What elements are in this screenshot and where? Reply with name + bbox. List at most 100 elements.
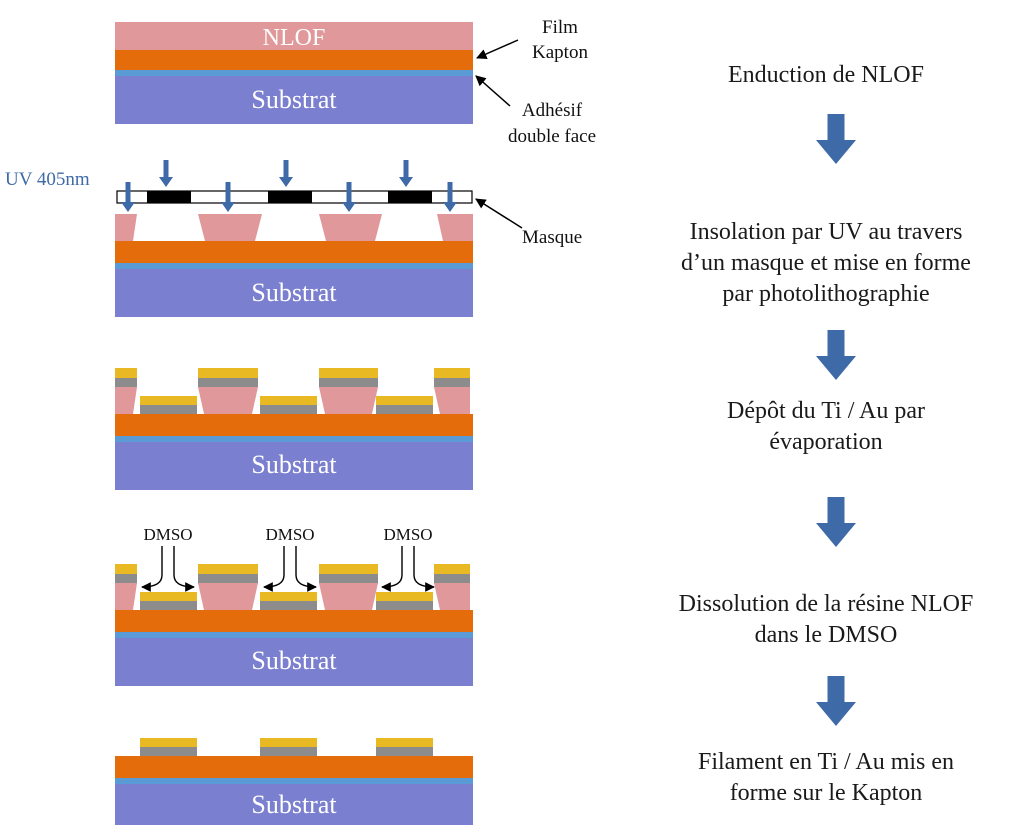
gold-deposit — [376, 592, 433, 601]
substrate-layer — [115, 784, 473, 825]
gold-cap — [434, 564, 470, 574]
nlof-layer — [115, 22, 473, 50]
step-line: dans le DMSO — [754, 622, 898, 648]
step-5-text: Filament en Ti / Au mis en forme sur le … — [640, 747, 1012, 809]
nlof-pattern — [198, 387, 258, 414]
adhesive-layer — [115, 263, 473, 269]
masque-pointer — [475, 198, 523, 229]
nlof-pattern — [434, 387, 470, 414]
titanium-filament — [140, 747, 197, 756]
nlof-pattern — [434, 583, 470, 610]
gold-filament — [376, 738, 433, 747]
kapton-layer — [115, 241, 473, 263]
kapton-layer — [115, 414, 473, 436]
nlof-pattern — [437, 214, 473, 241]
mask-opaque-segment — [147, 191, 191, 203]
substrate-layer — [115, 442, 473, 490]
adhesive-layer — [115, 70, 473, 76]
down-arrow-icon — [816, 497, 856, 547]
gold-filament — [140, 738, 197, 747]
gold-cap — [115, 564, 137, 574]
titanium-cap — [434, 378, 470, 387]
dmso-label: DMSO — [383, 525, 432, 544]
mask-opaque-segment — [268, 191, 312, 203]
titanium-cap — [115, 574, 137, 583]
dmso-annotation: DMSO — [381, 525, 435, 592]
film-kapton-pointer — [476, 39, 519, 60]
stage-2-stack: UV 405nm Substrat Masque — [5, 160, 582, 317]
dmso-label: DMSO — [265, 525, 314, 544]
uv-arrow-icon — [342, 182, 356, 212]
gold-deposit — [376, 396, 433, 405]
titanium-filament — [376, 747, 433, 756]
step-1-text: Enduction de NLOF — [640, 60, 1012, 91]
flow-arrows — [816, 114, 856, 726]
gold-deposit — [260, 592, 317, 601]
step-line: Filament en Ti / Au mis en — [697, 749, 955, 775]
titanium-cap — [319, 574, 378, 583]
stage-4-stack: Substrat DMSO DMSO DMSO — [115, 525, 473, 686]
gold-deposit — [140, 592, 197, 601]
adhesive-layer — [115, 632, 473, 638]
mask-opaque-segment — [388, 191, 432, 203]
gold-deposit — [140, 396, 197, 405]
nlof-pattern — [115, 583, 137, 610]
titanium-cap — [434, 574, 470, 583]
uv-arrow-icon — [159, 160, 173, 187]
substrate-label: Substrat — [251, 790, 337, 819]
titanium-deposit — [260, 601, 317, 610]
stage-5-stack: Substrat — [115, 738, 473, 825]
step-line: Enduction de NLOF — [728, 62, 924, 88]
adhesif-label-line2: double face — [508, 126, 596, 147]
dmso-annotation: DMSO — [263, 525, 317, 592]
gold-cap — [198, 368, 258, 378]
step-line: Dissolution de la résine NLOF — [678, 591, 974, 617]
gold-cap — [434, 368, 470, 378]
gold-filament — [260, 738, 317, 747]
substrate-layer — [115, 638, 473, 686]
nlof-pattern — [198, 583, 258, 610]
uv-arrow-icon — [279, 160, 293, 187]
step-4-text: Dissolution de la résine NLOF dans le DM… — [640, 589, 1012, 651]
substrate-label: Substrat — [251, 85, 337, 114]
substrate-label: Substrat — [251, 646, 337, 675]
kapton-layer — [115, 756, 473, 778]
substrate-label: Substrat — [251, 278, 337, 307]
nlof-pattern — [115, 387, 137, 414]
step-2-text: Insolation par UV au travers d’un masque… — [640, 217, 1012, 310]
stage-3-stack: Substrat — [115, 368, 473, 490]
gold-cap — [319, 368, 378, 378]
uv-arrow-icon — [121, 182, 135, 212]
step-line: évaporation — [769, 429, 883, 455]
adhesif-pointer — [475, 75, 511, 107]
adhesif-label-line1: Adhésif — [522, 100, 583, 121]
step-line: forme sur le Kapton — [729, 780, 923, 806]
dmso-arrows: DMSO DMSO DMSO — [141, 525, 435, 592]
gold-cap — [319, 564, 378, 574]
dmso-annotation: DMSO — [141, 525, 195, 592]
titanium-cap — [198, 574, 258, 583]
titanium-cap — [198, 378, 258, 387]
film-kapton-label-line1: Film — [542, 17, 578, 38]
nlof-pattern — [319, 583, 378, 610]
step-3-text: Dépôt du Ti / Au par évaporation — [640, 396, 1012, 458]
substrate-layer — [115, 269, 473, 317]
adhesive-layer — [115, 778, 473, 784]
gold-cap — [115, 368, 137, 378]
uv-arrow-icon — [443, 182, 457, 212]
nlof-pattern — [115, 214, 137, 241]
uv-arrows — [121, 160, 457, 212]
gold-deposit — [260, 396, 317, 405]
step-line: Insolation par UV au travers — [689, 219, 963, 245]
nlof-pattern — [319, 387, 378, 414]
dmso-label: DMSO — [143, 525, 192, 544]
substrate-layer — [115, 76, 473, 124]
step-line: d’un masque et mise en forme — [681, 250, 971, 276]
titanium-cap — [115, 378, 137, 387]
uv-arrow-icon — [221, 182, 235, 212]
substrate-label: Substrat — [251, 450, 337, 479]
uv-label: UV 405nm — [5, 169, 90, 190]
titanium-deposit — [260, 405, 317, 414]
titanium-cap — [319, 378, 378, 387]
